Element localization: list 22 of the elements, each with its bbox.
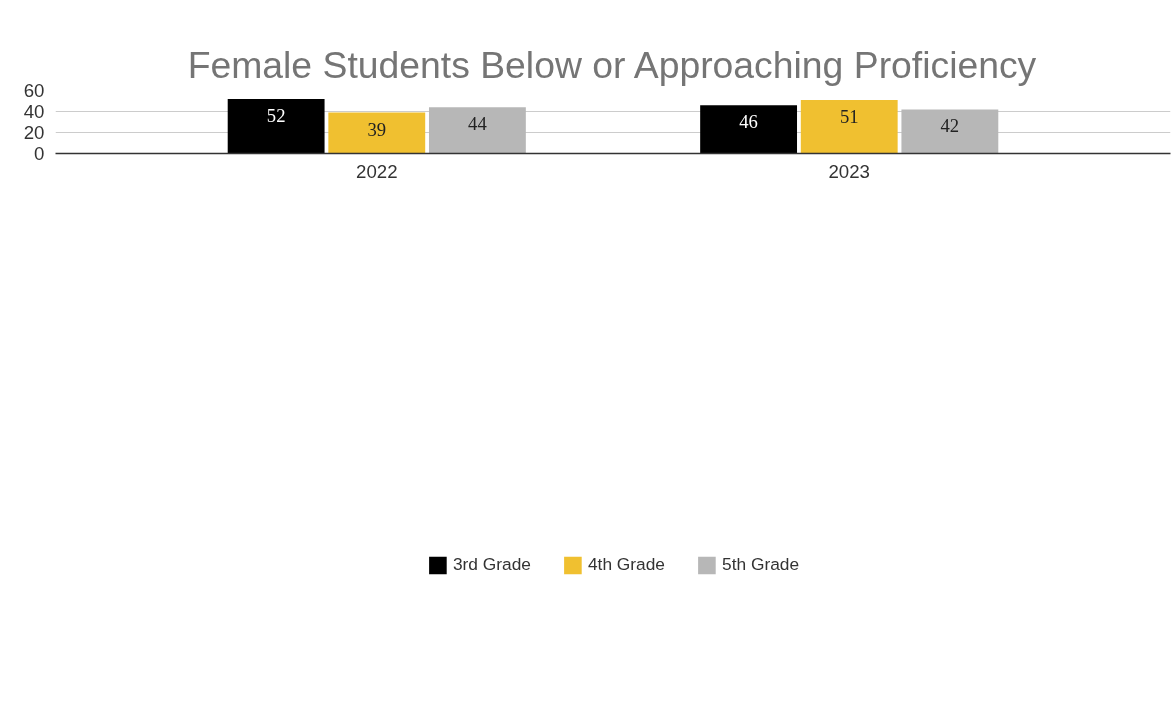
x-tick-label: 2022 [356,160,398,182]
y-tick-label: 0 [34,143,45,164]
chart-title: Female Students Below or Approaching Proficiency [187,43,1037,86]
legend-label: 5th Grade [722,554,800,575]
y-tick-label: 20 [23,122,45,143]
bar [428,107,526,154]
y-tick-label: 40 [23,101,45,122]
data-label: 42 [940,115,960,137]
legend-label: 3rd Grade [452,554,531,575]
bar [700,105,798,154]
legend-label: 4th Grade [587,554,666,575]
bar [901,109,999,154]
data-label: 51 [839,105,859,127]
bar [800,99,898,154]
data-label: 39 [367,118,387,140]
x-tick-label: 2023 [828,160,870,182]
bar [328,112,426,154]
data-label: 46 [739,111,758,133]
data-label: 52 [266,104,286,126]
data-label: 44 [468,113,488,135]
y-tick-label: 60 [23,80,45,101]
bar [227,98,325,154]
